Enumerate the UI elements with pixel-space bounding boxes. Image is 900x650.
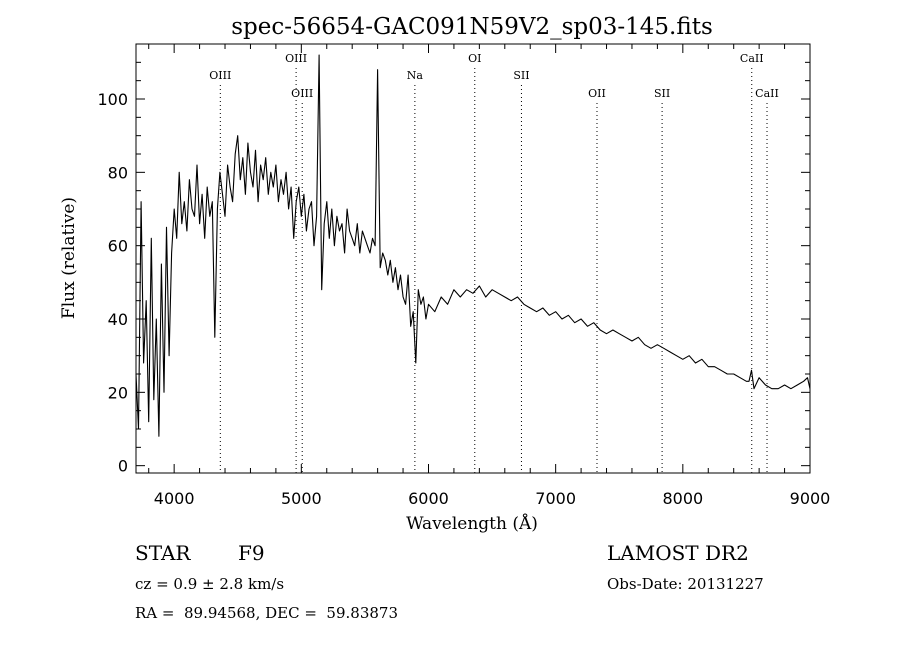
line-markers: OIII OIII OIII Na OI SII OII SII CaII CaII [209, 52, 779, 473]
line-marker-label: OII [588, 87, 606, 100]
x-tick-label: 5000 [281, 489, 322, 508]
line-marker-label: CaII [740, 52, 764, 65]
y-axis-ticks: 0 20 40 60 80 100 [97, 61, 810, 476]
observation-date: Obs-Date: 20131227 [607, 575, 764, 593]
line-marker-label: SII [654, 87, 670, 100]
y-tick-label: 100 [97, 90, 128, 109]
survey-name: LAMOST DR2 [607, 541, 749, 565]
x-tick-label: 7000 [535, 489, 576, 508]
x-tick-label: 9000 [790, 489, 831, 508]
y-tick-label: 20 [108, 383, 128, 402]
line-marker-label: OIII [209, 69, 231, 82]
redshift-cz: cz = 0.9 ± 2.8 km/s [135, 575, 285, 593]
y-axis-label: Flux (relative) [59, 197, 79, 319]
x-tick-label: 6000 [408, 489, 449, 508]
x-axis-label: Wavelength (Å) [406, 513, 538, 534]
x-tick-label: 4000 [154, 489, 195, 508]
line-marker-label: CaII [755, 87, 779, 100]
y-tick-label: 80 [108, 163, 128, 182]
chart-title: spec-56654-GAC091N59V2_sp03-145.fits [231, 14, 713, 40]
coordinates: RA = 89.94568, DEC = 59.83873 [135, 604, 399, 622]
y-tick-label: 60 [108, 237, 128, 256]
y-tick-label: 40 [108, 310, 128, 329]
plot-frame [135, 43, 811, 474]
line-marker-label: OIII [285, 52, 307, 65]
line-marker-label: OI [468, 52, 481, 65]
spectrum-series-line [135, 54, 811, 437]
object-class: STAR [135, 541, 191, 565]
x-axis-ticks: 4000 5000 6000 7000 8000 9000 [148, 44, 831, 508]
x-tick-label: 8000 [662, 489, 703, 508]
spectral-subclass: F9 [238, 541, 265, 565]
line-marker-label: OIII [291, 87, 313, 100]
line-marker-label: Na [407, 69, 424, 82]
series-layer [135, 54, 811, 437]
y-tick-label: 0 [118, 457, 128, 476]
line-marker-label: SII [513, 69, 529, 82]
